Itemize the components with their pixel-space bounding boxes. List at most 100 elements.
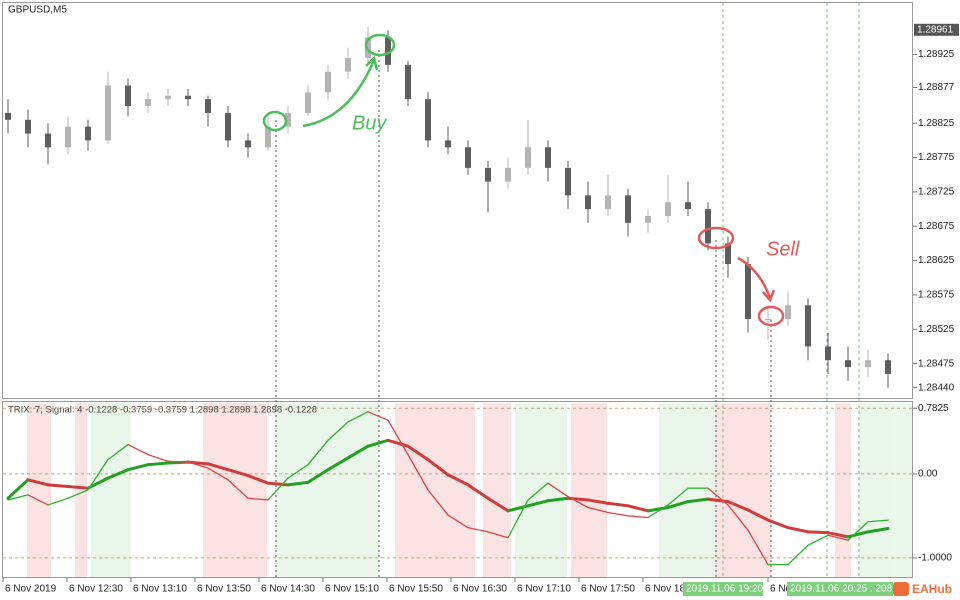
x-tick-label: 6 Nov 16:30 <box>453 584 507 595</box>
indicator-segment <box>807 534 829 546</box>
sell-arrow <box>737 256 772 299</box>
candle-body <box>745 264 751 319</box>
indicator-segment <box>226 468 250 478</box>
symbol-title: GBPUSD,M5 <box>8 5 67 16</box>
indicator-segment <box>267 477 289 501</box>
x-tick-label: 6 Nov 15:10 <box>325 584 379 595</box>
indicator-segment <box>27 494 49 506</box>
indicator-segment <box>87 459 109 491</box>
candle-body <box>785 305 791 319</box>
indicator-segment <box>306 468 330 484</box>
candle-body <box>445 140 451 148</box>
cursor-label: 2019.11.06 20:25 : 208 <box>790 584 893 595</box>
candle-body <box>325 71 331 93</box>
indicator-segment <box>646 505 670 513</box>
x-tick-label: 6 Nov 17:10 <box>517 584 571 595</box>
indicator-segment <box>706 497 730 504</box>
indicator-segment <box>126 463 150 472</box>
indicator-segment <box>67 489 89 499</box>
indicator-segment <box>107 443 129 461</box>
candle-body <box>805 305 811 347</box>
indicator-segment <box>446 473 470 487</box>
marks: 1.28925 1.28877 1.28825 1.28775 1.28725 1.286… <box>2 23 959 596</box>
indicator-segment <box>867 519 889 523</box>
buy-circle <box>262 110 288 132</box>
candle-body <box>825 346 831 361</box>
indicator-segment <box>466 483 490 500</box>
indicator-segment <box>766 518 790 530</box>
indicator-segment <box>607 511 629 517</box>
candle-body <box>625 195 631 223</box>
indicator-segment <box>666 500 690 509</box>
candle-body <box>705 209 711 244</box>
indicator-segment <box>6 478 30 500</box>
indicator-segment <box>447 514 469 529</box>
indicator-segment <box>526 499 550 508</box>
indicator-segment <box>727 504 749 531</box>
candle-body <box>265 126 271 148</box>
y-tick-label: -1.0000 <box>918 552 952 563</box>
indicator-segment <box>846 530 870 539</box>
indicator-segment <box>606 501 630 508</box>
indicator-segment <box>586 498 610 505</box>
candle-body <box>585 195 591 210</box>
indicator-segment <box>486 496 510 513</box>
candle-body <box>385 37 391 65</box>
y-tick-label: 1.28877 <box>918 82 955 93</box>
candle-body <box>525 147 531 168</box>
indicator-segment <box>327 421 349 442</box>
indicator-segment <box>127 443 149 456</box>
candle-body <box>565 167 571 196</box>
band <box>859 403 913 578</box>
candle-body <box>645 215 651 223</box>
indicator-segment <box>527 482 549 501</box>
indicator-segment <box>86 476 110 490</box>
indicator-segment <box>246 474 270 485</box>
candle-body <box>285 112 291 127</box>
indicator-segment <box>206 462 230 472</box>
main-panel <box>2 2 913 399</box>
candle-body <box>425 99 431 141</box>
indicator-segment <box>747 529 769 566</box>
candle-body <box>245 140 251 148</box>
candle-body <box>345 57 351 72</box>
indicator-segment <box>186 460 210 466</box>
indicator-segment <box>826 531 850 539</box>
x-tick-label: 6 Nov 15:50 <box>389 584 443 595</box>
indicator-segment <box>106 468 130 480</box>
candle-body <box>765 319 771 320</box>
y-tick-label: 1.28725 <box>918 187 955 198</box>
candle-body <box>665 202 671 216</box>
indicator-segment <box>346 444 370 460</box>
candle-body <box>45 133 51 148</box>
candle-body <box>65 126 71 148</box>
indicator-segment <box>546 496 570 503</box>
indicator-segment <box>406 444 430 462</box>
indicator-segment <box>66 485 90 490</box>
y-tick-label: 1.28440 <box>918 382 955 393</box>
indicator-segment <box>547 482 569 498</box>
candle-body <box>85 126 91 141</box>
cursor-box <box>787 582 893 596</box>
band <box>659 403 715 578</box>
indicator-segment <box>806 530 830 535</box>
candle-body <box>605 195 611 210</box>
indicator-bands <box>27 403 913 578</box>
band <box>75 403 87 578</box>
y-tick-label: 1.28925 <box>918 49 955 60</box>
candle-body <box>885 360 891 374</box>
indicator-segment <box>266 481 290 487</box>
candle-body <box>505 167 511 182</box>
indicator-segment <box>866 526 890 534</box>
candle-body <box>125 85 131 107</box>
logo-icon <box>893 582 909 596</box>
indicator-segment <box>567 495 589 509</box>
sell-label: Sell <box>766 238 800 260</box>
indicator-segment <box>347 411 369 423</box>
x-tick-label: 6 Nov 14:30 <box>261 584 315 595</box>
indicator-segment <box>7 494 29 501</box>
current-price-box <box>914 23 959 36</box>
indicator-segment <box>667 487 689 506</box>
